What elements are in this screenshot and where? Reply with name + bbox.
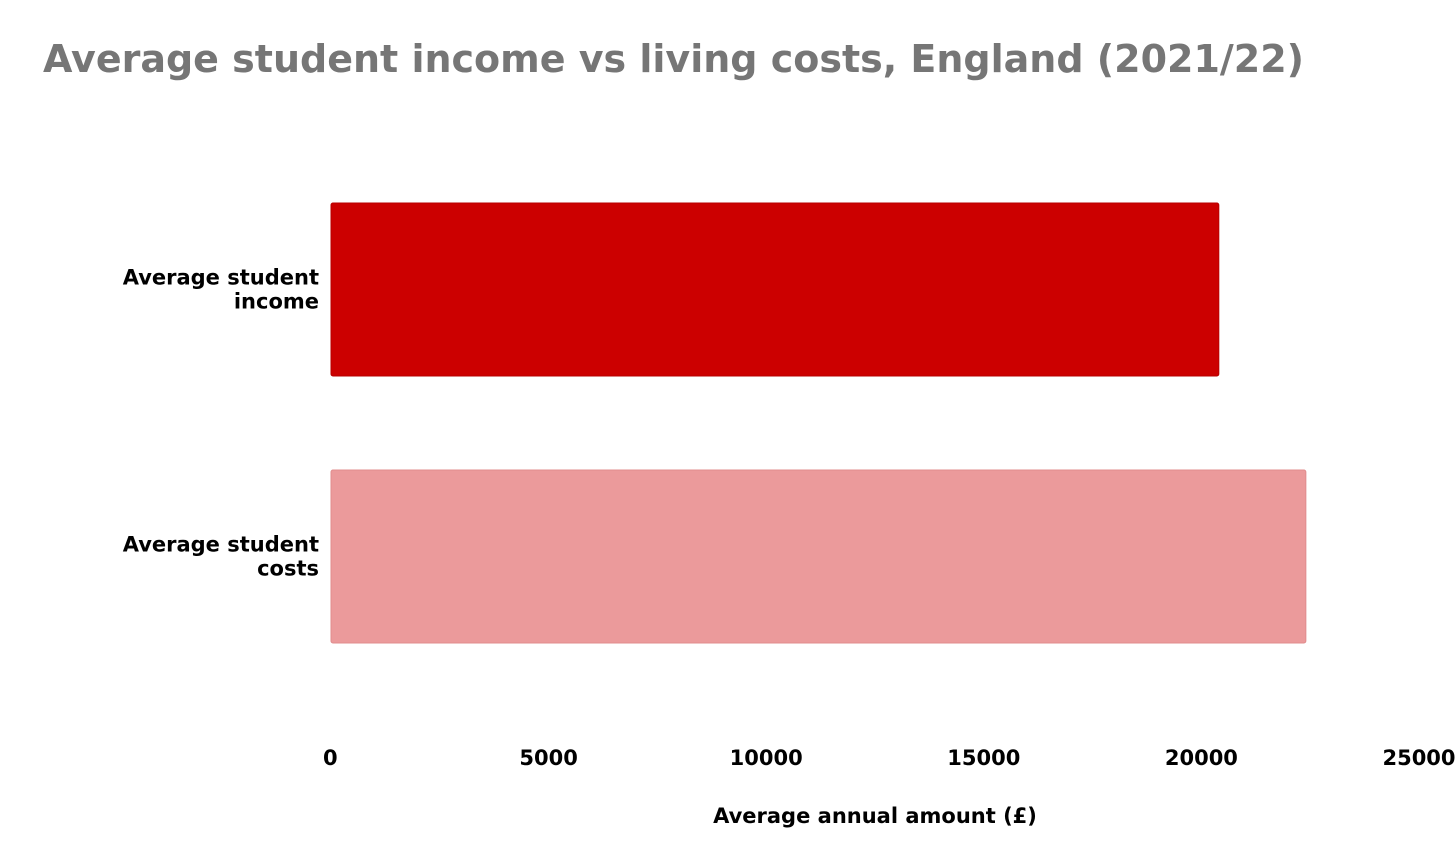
category-label-line: income [234,290,319,314]
x-tick-label: 20000 [1165,746,1238,770]
category-label: Average student income [123,266,319,314]
x-axis-title: Average annual amount (£) [713,804,1037,828]
category-label-line: costs [257,557,319,581]
x-tick-label: 10000 [730,746,803,770]
bar-1 [330,469,1307,644]
x-axis-ticks: 0 5000 10000 15000 20000 25000 [323,746,1456,770]
category-label-line: Average student [123,266,319,290]
bar-0 [330,202,1220,377]
chart-title: Average student income vs living costs, … [43,37,1304,81]
x-tick-label: 0 [323,746,338,770]
category-label: Average student costs [123,533,319,581]
x-tick-label: 25000 [1382,746,1455,770]
bars-layer [330,202,1307,644]
category-label-line: Average student [123,533,319,557]
x-tick-label: 5000 [519,746,577,770]
x-tick-label: 15000 [947,746,1020,770]
